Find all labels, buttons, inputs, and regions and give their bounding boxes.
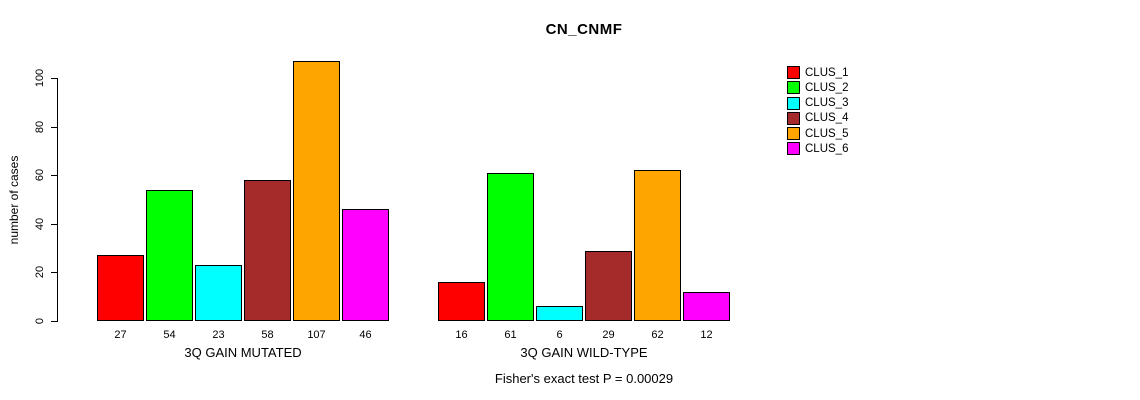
- legend-row: CLUS_2: [787, 80, 848, 95]
- legend-label: CLUS_2: [805, 81, 849, 94]
- group-label: 3Q GAIN WILD-TYPE: [520, 345, 648, 360]
- y-tick-label: 20: [34, 265, 46, 279]
- bar-clus_2: [487, 173, 534, 321]
- y-tick-mark: [51, 78, 58, 79]
- bar-clus_4: [244, 180, 291, 321]
- bar-value-label: 54: [163, 329, 176, 341]
- bar-clus_3: [536, 306, 583, 321]
- y-tick-mark: [51, 272, 58, 273]
- bar-value-label: 12: [700, 329, 713, 341]
- legend-row: CLUS_6: [787, 141, 848, 156]
- bar-clus_1: [97, 255, 144, 321]
- bar-value-label: 46: [359, 329, 372, 341]
- legend-row: CLUS_3: [787, 96, 848, 111]
- legend: CLUS_1 CLUS_2 CLUS_3 CLUS_4 CLUS_5 CLUS_6: [787, 65, 848, 157]
- bar-clus_4: [585, 251, 632, 321]
- bar-value-label: 107: [307, 329, 326, 341]
- bar-value-label: 16: [455, 329, 468, 341]
- bar-value-label: 29: [602, 329, 615, 341]
- y-tick-label: 60: [34, 168, 46, 182]
- legend-swatch: [787, 81, 800, 95]
- legend-row: CLUS_1: [787, 65, 848, 80]
- bar-clus_2: [146, 190, 193, 321]
- y-tick-mark: [51, 127, 58, 128]
- bar-clus_6: [683, 292, 730, 321]
- group-label: 3Q GAIN MUTATED: [184, 345, 302, 360]
- y-tick-mark: [51, 321, 58, 322]
- legend-row: CLUS_5: [787, 126, 848, 141]
- legend-swatch: [787, 111, 800, 125]
- bar-value-label: 58: [261, 329, 274, 341]
- chart-title: CN_CNMF: [545, 21, 623, 38]
- legend-label: CLUS_1: [805, 66, 849, 79]
- bar-value-label: 23: [212, 329, 225, 341]
- legend-swatch: [787, 96, 800, 110]
- legend-label: CLUS_3: [805, 97, 849, 110]
- bar-clus_6: [342, 209, 389, 321]
- y-tick-label: 80: [34, 120, 46, 134]
- bar-value-label: 62: [651, 329, 664, 341]
- bar-value-label: 61: [504, 329, 517, 341]
- bar-value-label: 6: [556, 329, 563, 341]
- y-tick-label: 0: [34, 317, 46, 325]
- y-tick-label: 40: [34, 217, 46, 231]
- legend-row: CLUS_4: [787, 111, 848, 126]
- bar-clus_5: [293, 61, 340, 321]
- legend-swatch: [787, 127, 800, 141]
- y-tick-mark: [51, 175, 58, 176]
- bar-clus_1: [438, 282, 485, 321]
- legend-swatch: [787, 142, 800, 156]
- legend-label: CLUS_6: [805, 142, 849, 155]
- bar-clus_5: [634, 170, 681, 321]
- y-tick-mark: [51, 224, 58, 225]
- bar-value-label: 27: [114, 329, 127, 341]
- legend-label: CLUS_4: [805, 112, 849, 125]
- fisher-test-annotation: Fisher's exact test P = 0.00029: [494, 371, 674, 386]
- y-tick-label: 100: [34, 68, 46, 88]
- bar-clus_3: [195, 265, 242, 321]
- legend-label: CLUS_5: [805, 127, 849, 140]
- legend-swatch: [787, 66, 800, 79]
- y-axis-label: number of cases: [7, 155, 21, 245]
- y-axis-line: [57, 78, 58, 322]
